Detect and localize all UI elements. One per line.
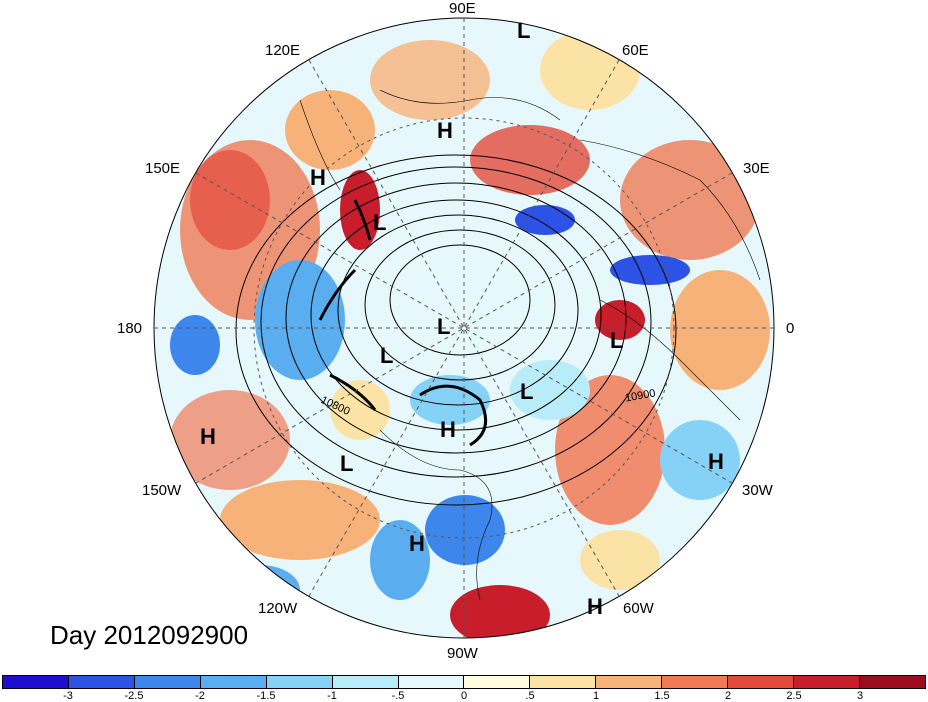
lon-0: 0	[786, 320, 795, 337]
colorbar-tick-label: 0	[460, 690, 468, 702]
high-marker: H	[310, 165, 326, 190]
colorbar-tick-label: -2	[195, 690, 205, 702]
colorbar-segment	[859, 676, 925, 688]
colorbar-segment	[68, 676, 135, 688]
colorbar-tick-label: -3	[63, 690, 73, 702]
lon-180: 180	[117, 320, 143, 337]
low-marker: L	[517, 18, 531, 43]
colorbar-segment	[596, 676, 663, 688]
high-marker: H	[440, 417, 456, 442]
colorbar-segment	[728, 676, 795, 688]
colorbar-tick-label: 1	[592, 690, 600, 702]
lon-30e: 30E	[743, 160, 770, 177]
colorbar-segment	[200, 676, 267, 688]
colorbar-segment	[266, 676, 333, 688]
lon-30w: 30W	[742, 482, 773, 499]
high-marker: H	[409, 531, 425, 556]
colorbar-tick-label: -2.5	[124, 690, 144, 702]
colorbar-tick-label: 3	[856, 690, 864, 702]
colorbar-tick-label: .5	[525, 690, 535, 702]
colorbar	[2, 675, 926, 689]
colorbar-tick-label: -.5	[391, 690, 405, 702]
lon-60e: 60E	[622, 42, 649, 59]
low-marker: L	[373, 210, 387, 235]
colorbar-tick-label: -1	[327, 690, 337, 702]
colorbar-segment	[794, 676, 860, 688]
lon-90w: 90W	[447, 645, 478, 662]
high-marker: H	[587, 594, 603, 619]
colorbar-segment	[134, 676, 201, 688]
colorbar-segment	[398, 676, 465, 688]
colorbar-segment	[530, 676, 597, 688]
low-marker: L	[520, 379, 534, 404]
colorbar-tick-label: 2.5	[786, 690, 802, 702]
colorbar-tick-label: -1.5	[256, 690, 276, 702]
high-marker: H	[200, 424, 216, 449]
lon-120w: 120W	[258, 600, 298, 617]
high-marker: H	[708, 449, 724, 474]
low-marker: L	[380, 343, 394, 368]
low-marker: L	[437, 314, 451, 339]
colorbar-segment	[662, 676, 729, 688]
low-marker: L	[610, 328, 624, 353]
lon-120e: 120E	[265, 42, 301, 59]
colorbar-segment	[464, 676, 531, 688]
colorbar-tick-label: 2	[724, 690, 732, 702]
colorbar-tick-label: 1.5	[654, 690, 670, 702]
lon-150w: 150W	[142, 482, 182, 499]
lon-150e: 150E	[145, 160, 181, 177]
high-marker: H	[437, 118, 453, 143]
lon-60w: 60W	[623, 600, 654, 617]
colorbar-segment	[3, 676, 69, 688]
colorbar-segment	[332, 676, 399, 688]
low-marker: L	[340, 451, 354, 476]
day-label: Day 2012092900	[50, 620, 249, 650]
lon-90e: 90E	[449, 0, 476, 17]
